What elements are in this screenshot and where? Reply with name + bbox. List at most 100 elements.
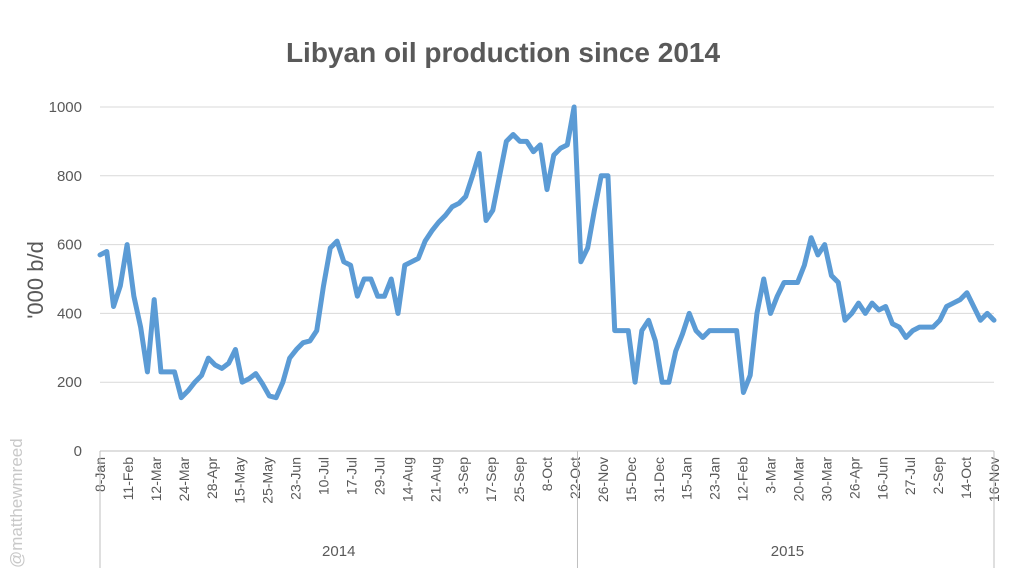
data-point (187, 389, 190, 392)
data-point (600, 174, 603, 177)
data-point (864, 312, 867, 315)
data-point (715, 329, 718, 332)
data-point (478, 152, 481, 155)
data-point (356, 295, 359, 298)
x-tick-label: 17-Sep (483, 457, 499, 502)
data-point (877, 308, 880, 311)
data-point (749, 374, 752, 377)
data-point (525, 140, 528, 143)
data-point (390, 278, 393, 281)
x-tick-label: 25-May (260, 457, 276, 504)
x-tick-label: 28-Apr (204, 457, 220, 499)
data-point (816, 253, 819, 256)
data-point (322, 284, 325, 287)
x-tick-label: 25-Sep (511, 457, 527, 502)
data-point (295, 348, 298, 351)
x-tick-label: 24-Mar (176, 457, 192, 502)
data-point (410, 260, 413, 263)
data-point (112, 305, 115, 308)
data-point (363, 278, 366, 281)
data-point (383, 295, 386, 298)
chart-title: Libyan oil production since 2014 (286, 37, 721, 68)
data-point (803, 264, 806, 267)
data-point (126, 243, 129, 246)
data-point (403, 264, 406, 267)
x-tick-label: 17-Jul (343, 457, 359, 495)
data-point (891, 322, 894, 325)
data-point (99, 253, 102, 256)
data-point (959, 298, 962, 301)
data-point (932, 326, 935, 329)
x-tick-label: 26-Nov (595, 457, 611, 502)
data-point (857, 302, 860, 305)
data-point (153, 298, 156, 301)
data-point (613, 329, 616, 332)
data-point (911, 329, 914, 332)
data-point (275, 396, 278, 399)
data-point (918, 326, 921, 329)
data-point (281, 381, 284, 384)
data-point (315, 329, 318, 332)
x-tick-label: 14-Aug (399, 457, 415, 502)
data-point (681, 333, 684, 336)
x-tick-label: 15-May (232, 457, 248, 504)
data-point (166, 370, 169, 373)
data-point (505, 140, 508, 143)
data-point (546, 188, 549, 191)
data-point (180, 396, 183, 399)
data-point (925, 326, 928, 329)
data-point (552, 154, 555, 157)
data-point (776, 295, 779, 298)
data-point (451, 205, 454, 208)
data-point (871, 302, 874, 305)
data-point (606, 174, 609, 177)
x-tick-label: 3-Sep (455, 457, 471, 495)
data-point (938, 319, 941, 322)
year-label: 2014 (322, 543, 355, 560)
data-point (329, 247, 332, 250)
data-point (965, 291, 968, 294)
data-point (708, 329, 711, 332)
data-point (701, 336, 704, 339)
data-point (904, 336, 907, 339)
data-point (139, 326, 142, 329)
data-point (620, 329, 623, 332)
x-tick-label: 27-Jul (902, 457, 918, 495)
data-point (227, 362, 230, 365)
data-point (214, 364, 217, 367)
x-tick-label: 22-Oct (567, 457, 583, 499)
data-point (830, 274, 833, 277)
data-point (884, 305, 887, 308)
x-tick-label: 26-Apr (846, 457, 862, 499)
data-point (491, 209, 494, 212)
data-point (688, 312, 691, 315)
data-point (241, 381, 244, 384)
y-tick-label: 800 (57, 168, 82, 185)
data-point (993, 319, 996, 322)
data-point (146, 370, 149, 373)
data-point (559, 147, 562, 150)
y-axis-ticks: 0 200 400 600 800 1000 (49, 99, 82, 460)
data-point (762, 278, 765, 281)
data-point (119, 284, 122, 287)
data-point (539, 143, 542, 146)
year-groups: 2014 2015 (99, 451, 995, 568)
x-tick-label: 11-Feb (120, 457, 136, 501)
data-point (220, 367, 223, 370)
data-point (105, 250, 108, 253)
x-tick-label: 15-Dec (623, 457, 639, 502)
y-axis-label: '000 b/d (23, 241, 48, 319)
data-point (159, 370, 162, 373)
x-tick-label: 23-Jan (707, 457, 723, 500)
x-axis-ticks: 8-Jan 11-Feb 12-Mar 24-Mar 28-Apr 15-May 25-Ma… (92, 457, 1002, 504)
data-point (945, 305, 948, 308)
data-point (695, 329, 698, 332)
x-tick-label: 12-Mar (148, 457, 164, 502)
data-point (566, 143, 569, 146)
data-point (457, 202, 460, 205)
data-point (424, 240, 427, 243)
x-tick-label: 3-Mar (763, 457, 779, 494)
data-point (661, 381, 664, 384)
